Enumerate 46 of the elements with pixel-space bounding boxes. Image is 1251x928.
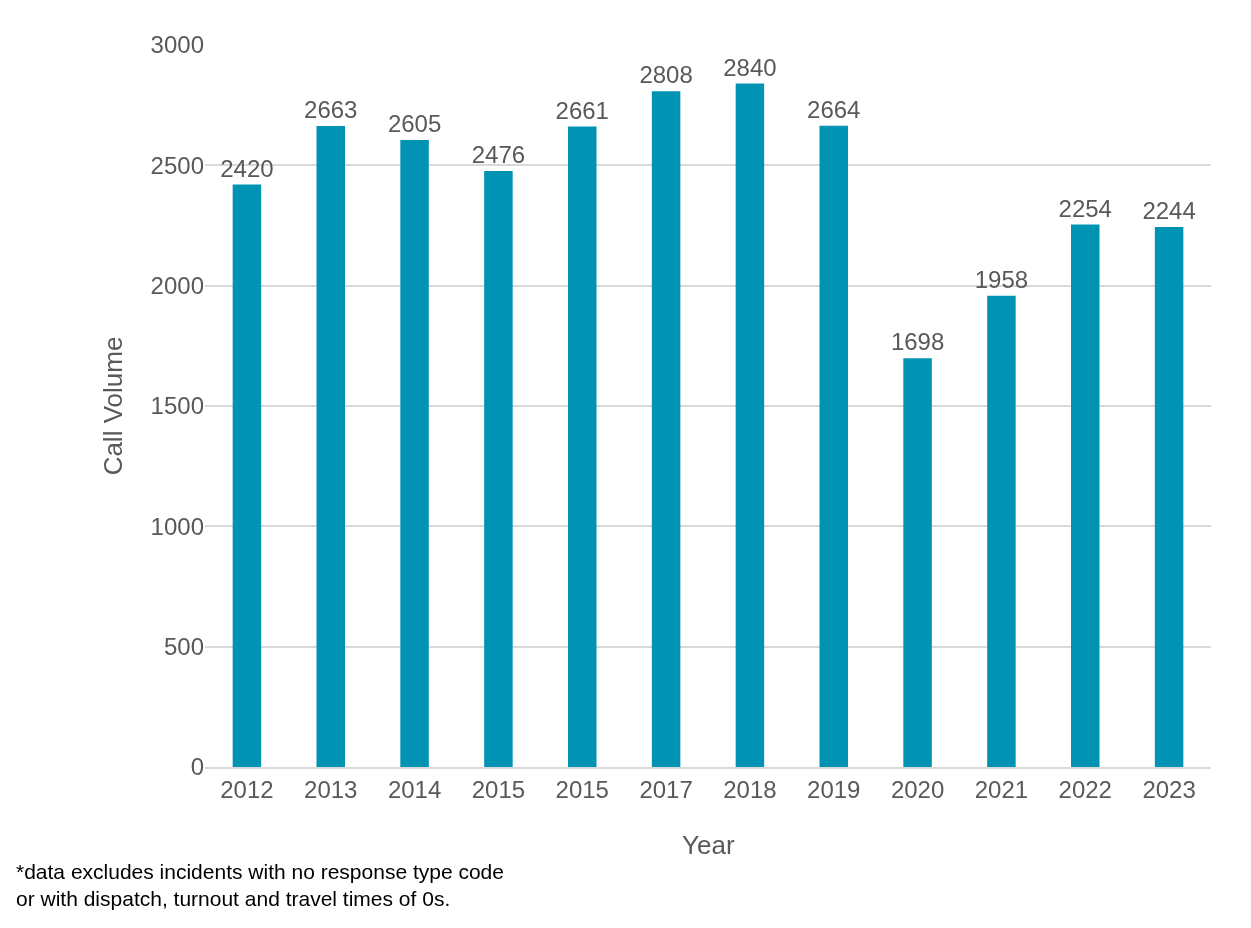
y-axis-title: Call Volume xyxy=(98,336,129,476)
bar xyxy=(819,125,848,767)
data-label: 2663 xyxy=(304,96,358,124)
bar xyxy=(484,171,513,767)
text: *data excludes incidents with no response type code or with dispatch, turnout and travel times of 0s. xyxy=(16,860,504,911)
bar xyxy=(1071,224,1100,767)
x-tick-label: 2014 xyxy=(387,775,442,803)
x-tick-label: 2015 xyxy=(471,775,526,803)
bar xyxy=(232,184,262,767)
x-axis-title: Year xyxy=(682,830,735,860)
data-label: 2664 xyxy=(807,95,861,123)
bar xyxy=(316,126,345,767)
x-tick-label: 2021 xyxy=(974,775,1029,803)
bar xyxy=(903,358,932,767)
data-label: 2808 xyxy=(639,61,693,89)
x-tick-label: 2019 xyxy=(807,775,861,803)
bar xyxy=(651,91,681,767)
bar xyxy=(987,295,1016,767)
y-tick-label: 2000 xyxy=(150,272,204,300)
x-tick-label: 2017 xyxy=(639,775,693,803)
bar xyxy=(735,83,765,767)
data-label: 2254 xyxy=(1058,194,1112,222)
data-label: 2420 xyxy=(220,154,274,182)
x-tick-label: 2022 xyxy=(1058,775,1112,803)
data-label: 2840 xyxy=(723,53,777,81)
x-tick-label: 2013 xyxy=(304,775,358,803)
x-tick-label: 2020 xyxy=(890,775,945,803)
y-tick-label: 500 xyxy=(163,633,204,661)
y-tick-label: 2500 xyxy=(150,151,204,179)
x-tick-label: 2012 xyxy=(220,775,274,803)
data-label: 1698 xyxy=(890,328,945,356)
x-tick-label: 2018 xyxy=(723,775,777,803)
bar xyxy=(568,126,597,767)
data-label: 2605 xyxy=(387,110,442,138)
x-tick-label: 2023 xyxy=(1142,775,1196,803)
y-tick-label: 0 xyxy=(190,753,204,781)
data-label: 2244 xyxy=(1142,196,1196,224)
bar xyxy=(1154,226,1184,767)
y-tick-label: 1000 xyxy=(150,512,204,540)
data-label: 1958 xyxy=(974,265,1029,293)
y-tick-label: 1500 xyxy=(150,392,204,420)
data-label: 2476 xyxy=(471,141,526,169)
data-label: 2661 xyxy=(555,96,609,124)
x-tick-label: 2015 xyxy=(555,775,609,803)
y-tick-label: 3000 xyxy=(150,31,204,59)
bar xyxy=(400,140,429,767)
